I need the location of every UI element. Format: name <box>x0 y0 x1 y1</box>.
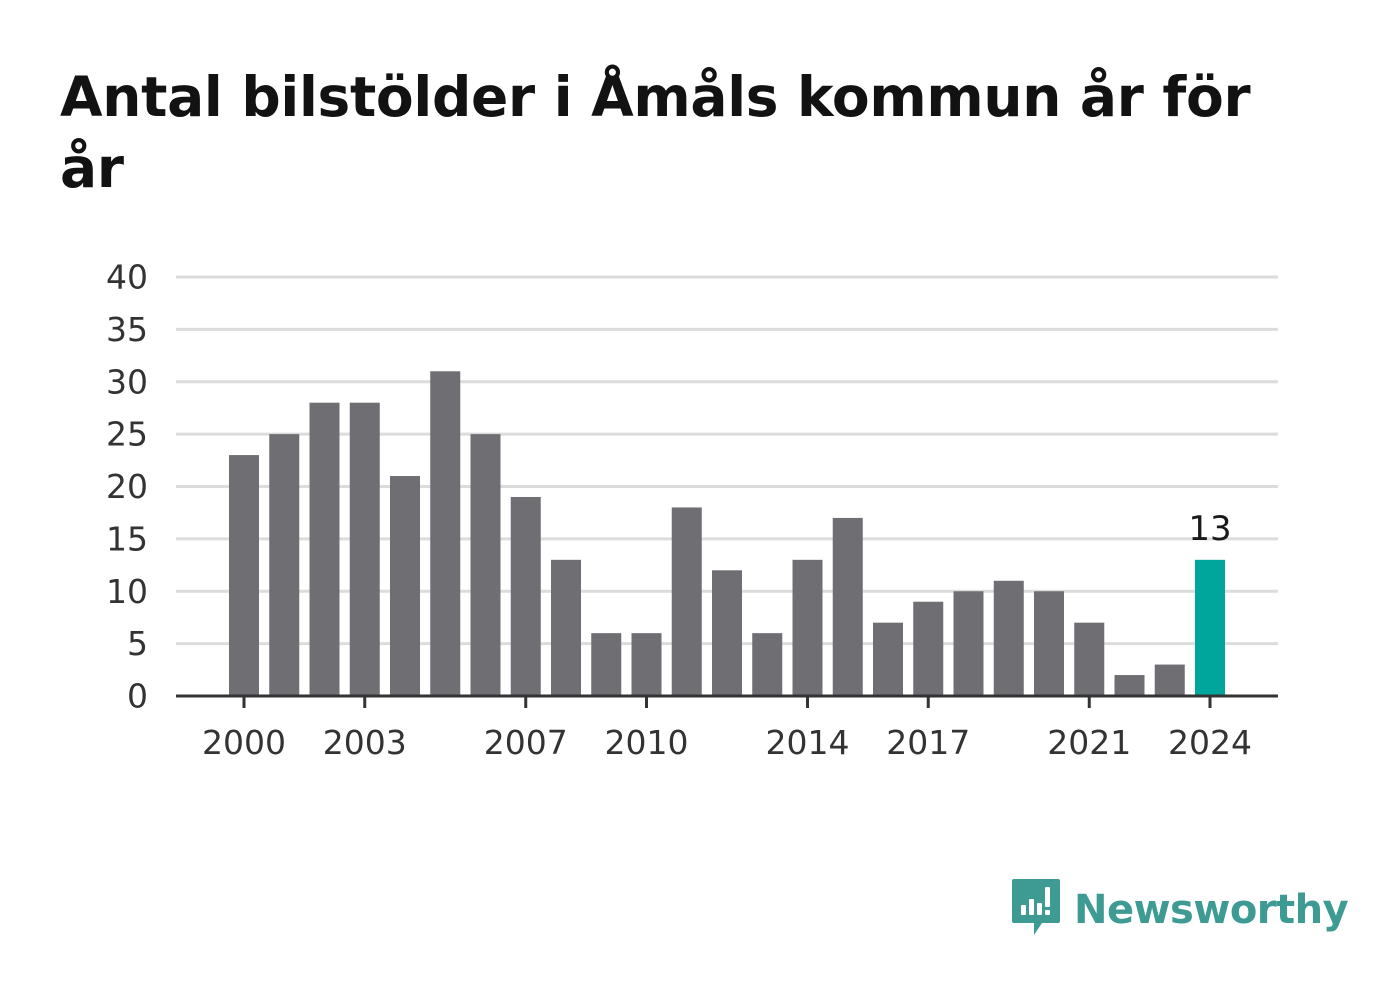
bar <box>269 434 300 696</box>
bar-highlight <box>1195 559 1225 696</box>
x-tick-label: 2007 <box>484 723 568 762</box>
bar <box>390 476 420 696</box>
bar <box>913 601 944 696</box>
y-tick-label: 5 <box>127 624 148 663</box>
y-tick-label: 35 <box>106 310 148 349</box>
newsworthy-logo-icon <box>1010 877 1062 944</box>
y-tick-label: 0 <box>127 677 148 716</box>
x-tick-label: 2021 <box>1047 723 1131 762</box>
x-tick-label: 2010 <box>605 723 689 762</box>
x-tick-label: 2003 <box>323 723 407 762</box>
bar <box>430 371 461 696</box>
bar <box>470 434 501 696</box>
brand-name: Newsworthy <box>1074 887 1349 933</box>
x-tick-label: 2014 <box>766 723 850 762</box>
bar <box>1074 622 1105 696</box>
bar <box>309 402 340 696</box>
y-tick-label: 40 <box>106 258 148 297</box>
x-tick-label: 2000 <box>202 723 286 762</box>
x-tick-label: 2017 <box>886 723 970 762</box>
x-tick-label: 2024 <box>1168 723 1252 762</box>
bar <box>792 559 823 696</box>
bar <box>712 570 742 696</box>
bar <box>510 496 541 696</box>
bar <box>873 622 903 696</box>
bar <box>671 507 702 696</box>
y-tick-label: 25 <box>106 415 148 454</box>
bar <box>551 559 581 696</box>
bar <box>1034 591 1064 696</box>
bar <box>993 580 1024 696</box>
bar <box>832 517 863 696</box>
bars <box>229 371 1225 696</box>
y-tick-label: 20 <box>106 467 148 506</box>
bar <box>591 633 622 696</box>
bar <box>1114 675 1145 696</box>
y-tick-label: 10 <box>106 572 148 611</box>
newsworthy-logo: Newsworthy <box>1010 877 1349 944</box>
axes <box>176 694 1278 708</box>
bar <box>953 591 984 696</box>
bar <box>229 455 259 696</box>
chart-title: Antal bilstölder i Åmåls kommun år för å… <box>60 65 1251 200</box>
y-tick-label: 30 <box>106 362 148 401</box>
data-label: 13 <box>1188 509 1231 549</box>
y-tick-label: 15 <box>106 519 148 558</box>
bar <box>1154 664 1185 696</box>
bar <box>349 402 380 696</box>
labels: 0 5 10 15 20 25 30 35 40 13 2000 2003 2007 2010 2014 20… <box>106 258 1252 763</box>
bar <box>631 633 662 696</box>
bar <box>752 633 783 696</box>
